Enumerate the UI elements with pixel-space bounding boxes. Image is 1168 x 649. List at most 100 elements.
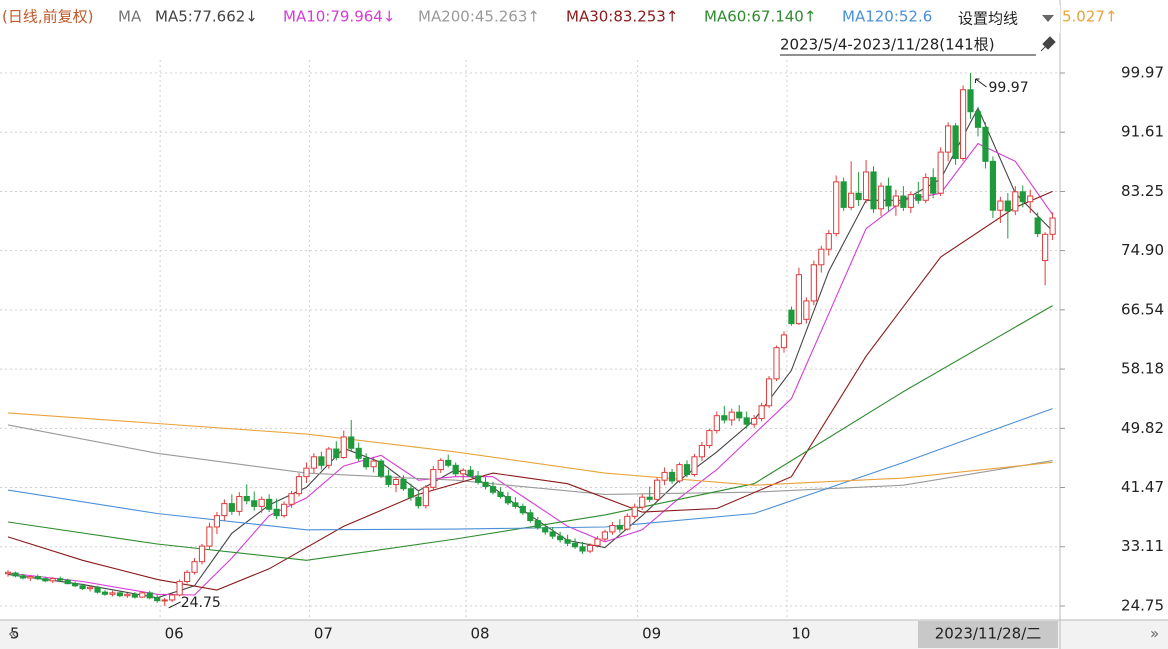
candle-body	[27, 576, 34, 579]
candle-body	[564, 539, 571, 544]
candle-body	[758, 405, 765, 420]
candle-body	[42, 578, 49, 582]
x-tick-label: 09	[642, 625, 661, 643]
candle-body	[974, 111, 982, 128]
candle-body	[907, 194, 914, 208]
candle-body	[937, 151, 944, 194]
candle-body	[601, 531, 609, 540]
candle-body	[116, 592, 124, 597]
candle-body	[654, 479, 661, 500]
ma-line	[7, 424, 1053, 495]
candle-body	[571, 542, 579, 548]
y-tick-label: 24.75	[1121, 596, 1164, 614]
candle-body	[609, 525, 616, 533]
chart-title: (日线,前复权)	[2, 8, 93, 26]
candle-body	[542, 527, 549, 533]
candle-body	[959, 89, 967, 159]
candle-body	[176, 581, 183, 596]
candle-body	[191, 561, 198, 573]
legend-prefix: MA	[118, 8, 142, 26]
min-label: 24.75	[181, 595, 221, 611]
candle-body	[803, 300, 810, 320]
candle-body	[467, 469, 474, 477]
candle-body	[385, 475, 392, 485]
candle-body	[631, 506, 638, 517]
candle-body	[549, 531, 556, 537]
candle-body	[1012, 191, 1019, 212]
candle-body	[280, 503, 288, 517]
candle-body	[788, 309, 795, 325]
candle-body	[892, 195, 900, 207]
candle-body	[497, 491, 504, 497]
candle-body	[698, 444, 706, 458]
y-tick-label: 58.18	[1121, 360, 1164, 378]
candle-body	[668, 471, 676, 482]
candle-body	[348, 436, 355, 449]
candle-body	[810, 264, 817, 302]
ma-line	[7, 408, 1053, 531]
candle-body	[94, 586, 101, 593]
candle-body	[415, 496, 422, 507]
x-tick-label: 07	[314, 625, 333, 643]
min-arrow	[168, 601, 181, 609]
candle-body	[676, 464, 683, 482]
candle-body	[915, 194, 922, 201]
candle-body	[288, 493, 295, 505]
ma-line	[7, 305, 1053, 561]
legend-item: MA10:79.964↓	[283, 8, 395, 26]
pin-icon[interactable]	[1040, 36, 1056, 52]
candle-body	[340, 436, 347, 459]
candle-body	[169, 594, 176, 601]
x-tick-label: 08	[471, 625, 490, 643]
candle-body	[243, 495, 250, 502]
scroll-left[interactable]: «	[8, 625, 17, 643]
candle-body	[377, 460, 385, 477]
candle-body	[997, 200, 1004, 211]
ma-menu-label[interactable]: 设置均线	[958, 10, 1018, 28]
candle-body	[982, 126, 989, 162]
candle-body	[646, 496, 653, 500]
candle-body	[131, 593, 138, 598]
candle-body	[840, 181, 847, 208]
x-tick-label: 10	[791, 625, 810, 643]
y-tick-label: 91.61	[1121, 123, 1164, 141]
candle-body	[780, 334, 788, 349]
candle-body	[900, 195, 907, 208]
candle-body	[1004, 200, 1011, 212]
candle-body	[213, 515, 221, 528]
candle-body	[885, 185, 892, 207]
candle-body	[825, 233, 832, 250]
ma-menu[interactable]	[950, 5, 1060, 33]
candle-body	[325, 448, 332, 466]
candle-body	[4, 571, 12, 575]
candle-body	[489, 486, 497, 493]
candle-body	[407, 488, 415, 498]
candle-body	[251, 500, 258, 507]
candle-body	[101, 591, 109, 595]
legend-item: 5.027↑	[1062, 8, 1118, 26]
candle-body	[34, 576, 41, 580]
cursor-box	[918, 621, 1058, 648]
candle-body	[206, 526, 213, 547]
candle-body	[183, 571, 191, 583]
candle-body	[743, 417, 750, 425]
candle-body	[355, 447, 362, 459]
candle-body	[452, 464, 459, 475]
candle-body	[400, 478, 407, 490]
candle-body	[79, 585, 86, 590]
menu-arrow[interactable]	[1042, 15, 1054, 22]
candle-body	[713, 415, 720, 432]
candle-body	[370, 460, 377, 468]
candle-body	[303, 467, 310, 478]
candle-body	[295, 476, 303, 495]
candle-body	[586, 544, 594, 552]
scroll-right[interactable]: »	[1150, 625, 1159, 643]
candle-body	[683, 464, 691, 476]
candle-body	[877, 185, 885, 210]
candle-body	[124, 593, 131, 597]
candle-body	[512, 502, 519, 507]
candle-body	[422, 486, 429, 507]
candle-body	[751, 418, 758, 425]
candle-body	[989, 160, 997, 211]
candle-body	[945, 125, 952, 153]
